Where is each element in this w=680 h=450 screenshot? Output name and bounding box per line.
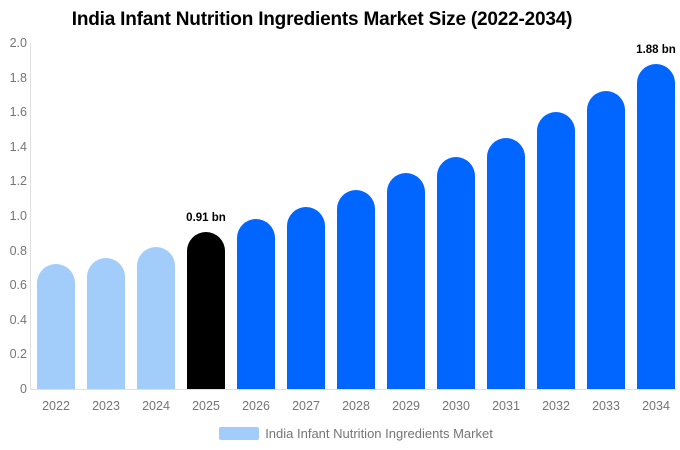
y-tick-label: 0.2: [9, 347, 27, 362]
y-tick-label: 0: [20, 382, 27, 396]
bar-2033: [587, 91, 625, 389]
x-tick-label: 2028: [342, 399, 370, 413]
bar-2030: [437, 157, 475, 389]
y-tick-label: 1.8: [9, 70, 27, 85]
bar-value-label: 1.88 bn: [636, 43, 676, 56]
x-tick-label: 2026: [242, 399, 270, 413]
y-tick-label: 1.2: [9, 174, 27, 189]
chart-title: India Infant Nutrition Ingredients Marke…: [71, 9, 573, 30]
y-tick-label: 0.6: [9, 278, 27, 293]
legend: India Infant Nutrition Ingredients Marke…: [16, 426, 680, 441]
x-tick-label: 2022: [42, 399, 70, 413]
y-tick-label: 0.8: [9, 243, 27, 258]
bar-2031: [487, 138, 525, 389]
x-axis-line: [30, 389, 676, 390]
legend-label: India Infant Nutrition Ingredients Marke…: [265, 426, 493, 441]
x-tick-label: 2027: [292, 399, 320, 413]
bar-2027: [287, 207, 325, 389]
y-tick-label: 1.6: [9, 105, 27, 120]
bar-2023: [87, 257, 125, 389]
y-tick-label: 1.4: [9, 139, 27, 154]
x-tick-label: 2025: [192, 399, 220, 413]
x-tick-label: 2032: [542, 399, 570, 413]
y-tick-label: 2.0: [9, 36, 27, 50]
x-tick-label: 2030: [442, 399, 470, 413]
legend-swatch: [219, 427, 260, 440]
bar-2029: [387, 172, 425, 389]
bar-2024: [137, 247, 175, 389]
bar-2028: [337, 190, 375, 389]
bar-2025: [187, 231, 225, 389]
bar-2032: [537, 112, 575, 389]
x-tick-label: 2033: [592, 399, 620, 413]
bar-2034: [637, 63, 675, 389]
bar-2022: [37, 264, 75, 389]
x-tick-label: 2024: [142, 399, 170, 413]
bar-2026: [237, 219, 275, 389]
x-tick-label: 2031: [492, 399, 520, 413]
x-tick-label: 2023: [92, 399, 120, 413]
x-tick-label: 2034: [642, 399, 670, 413]
y-tick-label: 0.4: [9, 312, 27, 327]
y-axis-line: [30, 43, 31, 389]
y-tick-label: 1.0: [9, 209, 27, 223]
bar-value-label: 0.91 bn: [186, 211, 226, 224]
x-tick-label: 2029: [392, 399, 420, 413]
